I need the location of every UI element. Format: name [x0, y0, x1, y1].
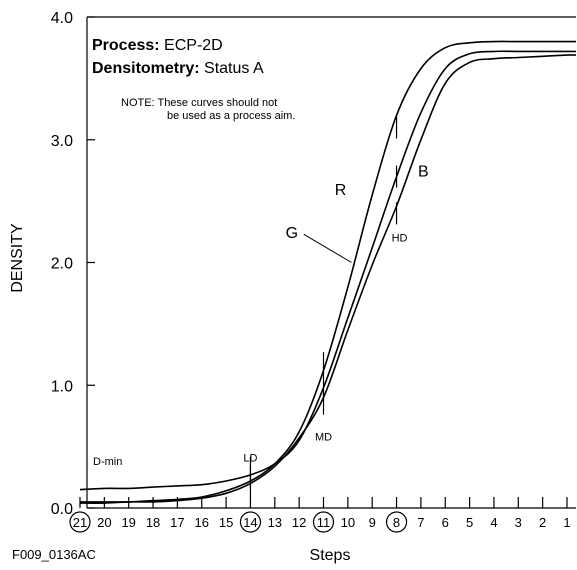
x-tick-label: 10 [341, 515, 355, 530]
g-leader-line [303, 233, 352, 263]
y-tick-label: 0.0 [51, 501, 73, 518]
x-tick-label: 16 [195, 515, 209, 530]
densitometry-line: Densitometry: Status A [92, 60, 264, 77]
x-tick-label: 21 [73, 515, 87, 530]
x-tick-label: 12 [292, 515, 306, 530]
x-tick-label: 6 [442, 515, 449, 530]
x-tick-label: 13 [268, 515, 282, 530]
y-tick-label: 4.0 [51, 10, 73, 27]
hd-label: HD [392, 233, 408, 245]
x-tick-label: 17 [170, 515, 184, 530]
x-tick-label: 5 [466, 515, 473, 530]
dmin-label: D-min [93, 456, 122, 468]
x-tick-label: 1 [563, 515, 570, 530]
y-axis-label: DENSITY [9, 223, 26, 293]
step-circle [312, 511, 335, 533]
x-tick-label: 11 [317, 515, 331, 530]
x-tick-label: 4 [490, 515, 497, 530]
y-axis-ticks: 0.0 1.0 2.0 3.0 4.0 [51, 10, 95, 518]
x-tick-label: 7 [417, 515, 424, 530]
step-circle [239, 511, 262, 533]
figure-id: F009_0136AC [12, 547, 96, 562]
y-tick-label: 1.0 [51, 378, 73, 395]
annotations: LD MD HD D-min R B G [93, 164, 429, 468]
curve-b [79, 54, 577, 504]
process-line: Process: ECP-2D [92, 37, 223, 54]
step-markers [249, 116, 398, 499]
curve-label-r: R [335, 182, 347, 199]
x-tick-label: 20 [97, 515, 111, 530]
x-tick-label: 14 [243, 515, 257, 530]
x-axis-label: Steps [310, 547, 351, 564]
curve-label-b: B [418, 164, 429, 181]
curve-label-g: G [286, 225, 298, 242]
ld-label: LD [243, 452, 257, 464]
step-circle [385, 511, 408, 533]
curve-r [79, 40, 576, 503]
md-label: MD [315, 431, 332, 443]
curves [79, 40, 577, 504]
x-tick-label: 15 [219, 515, 233, 530]
note-line-2: be used as a process aim. [167, 110, 295, 122]
x-tick-label: 9 [369, 515, 376, 530]
curve-g [79, 50, 576, 491]
y-tick-label: 3.0 [51, 133, 73, 150]
x-tick-label: 2 [539, 515, 546, 530]
x-tick-label: 3 [515, 515, 522, 530]
x-tick-label: 18 [146, 515, 160, 530]
note-line-1: NOTE: These curves should not [121, 97, 277, 109]
x-tick-label: 19 [121, 515, 135, 530]
y-tick-label: 2.0 [51, 256, 73, 273]
x-tick-label: 8 [393, 515, 400, 530]
step-circle [69, 511, 91, 533]
